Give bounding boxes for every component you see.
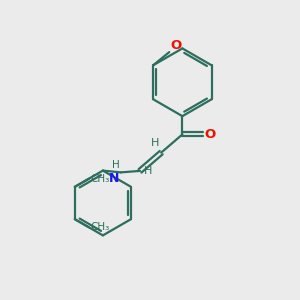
Text: H: H [143,166,152,176]
Text: CH₃: CH₃ [90,222,109,232]
Text: CH₃: CH₃ [90,174,109,184]
Text: O: O [205,128,216,141]
Text: H: H [151,138,159,148]
Text: N: N [109,172,120,185]
Text: O: O [171,38,182,52]
Text: H: H [112,160,120,170]
